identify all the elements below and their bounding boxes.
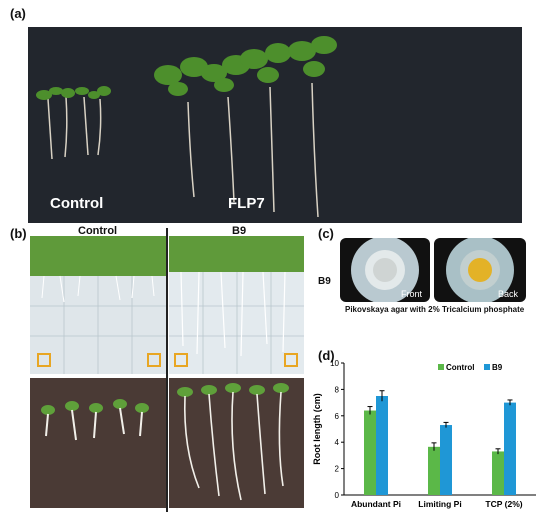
legend-swatch-control bbox=[438, 364, 444, 370]
y-tick-label: 0 bbox=[335, 491, 340, 500]
y-tick-label: 8 bbox=[335, 385, 340, 394]
plate-photo-control bbox=[30, 236, 166, 374]
dish-front-illustration bbox=[351, 238, 419, 302]
x-category-label: Abundant Pi bbox=[351, 499, 401, 509]
panel-c-letter: (c) bbox=[318, 226, 334, 241]
label-control-a: Control bbox=[50, 195, 104, 212]
x-category-label: TCP (2%) bbox=[485, 499, 522, 509]
root-length-chart: 0 2 4 6 8 10 Root length (cm) Abundant Pi Limiti… bbox=[310, 355, 546, 515]
label-flp7: FLP7 bbox=[228, 195, 265, 212]
dish-back-illustration bbox=[446, 238, 514, 302]
root-length-chart-svg: 0 2 4 6 8 10 Root length (cm) Abundant Pi Limiti… bbox=[312, 359, 536, 509]
y-tick-label: 6 bbox=[335, 412, 340, 421]
panel-c-row-label: B9 bbox=[318, 276, 331, 287]
legend-label-b9: B9 bbox=[492, 363, 503, 372]
plate-illustration-b9 bbox=[169, 236, 304, 374]
dish-front-label: Front bbox=[400, 289, 422, 299]
y-tick-label: 2 bbox=[335, 465, 340, 474]
y-tick-label: 4 bbox=[335, 438, 340, 447]
panel-b-letter: (b) bbox=[10, 226, 27, 241]
dish-front-photo: Front bbox=[340, 238, 430, 302]
bar-control bbox=[364, 410, 376, 495]
panel-c-caption: Pikovskaya agar with 2% Tricalcium phosp… bbox=[345, 305, 525, 314]
plate-photo-b9 bbox=[169, 236, 304, 374]
panel-a-letter: (a) bbox=[10, 6, 26, 21]
legend-swatch-b9 bbox=[484, 364, 490, 370]
dish-back-photo: Back bbox=[434, 238, 526, 302]
dish-back-label: Back bbox=[497, 289, 518, 299]
panel-d-letter: (d) bbox=[318, 348, 335, 363]
panel-b-divider bbox=[166, 228, 168, 512]
plate-illustration-control bbox=[30, 236, 166, 374]
bar-control bbox=[492, 451, 504, 495]
seedlings-illustration-b9-b bbox=[177, 383, 289, 501]
seedlings-illustration-control-b bbox=[41, 399, 149, 441]
seedlings-photo-a: Control FLP7 bbox=[28, 27, 522, 223]
bar-b9 bbox=[504, 402, 516, 495]
y-tick-label: 10 bbox=[330, 359, 339, 368]
y-axis-title: Root length (cm) bbox=[312, 393, 322, 465]
label-control-b: Control bbox=[78, 225, 118, 237]
bar-control bbox=[428, 446, 440, 495]
bar-b9 bbox=[376, 396, 388, 495]
seedlings-photo-control-b bbox=[30, 378, 166, 508]
seedlings-photo-b9-b bbox=[169, 378, 304, 508]
x-category-label: Limiting Pi bbox=[418, 499, 461, 509]
seedlings-illustration-a bbox=[36, 36, 337, 218]
label-b9-b: B9 bbox=[232, 225, 247, 237]
bar-b9 bbox=[440, 425, 452, 495]
legend-label-control: Control bbox=[446, 363, 474, 372]
